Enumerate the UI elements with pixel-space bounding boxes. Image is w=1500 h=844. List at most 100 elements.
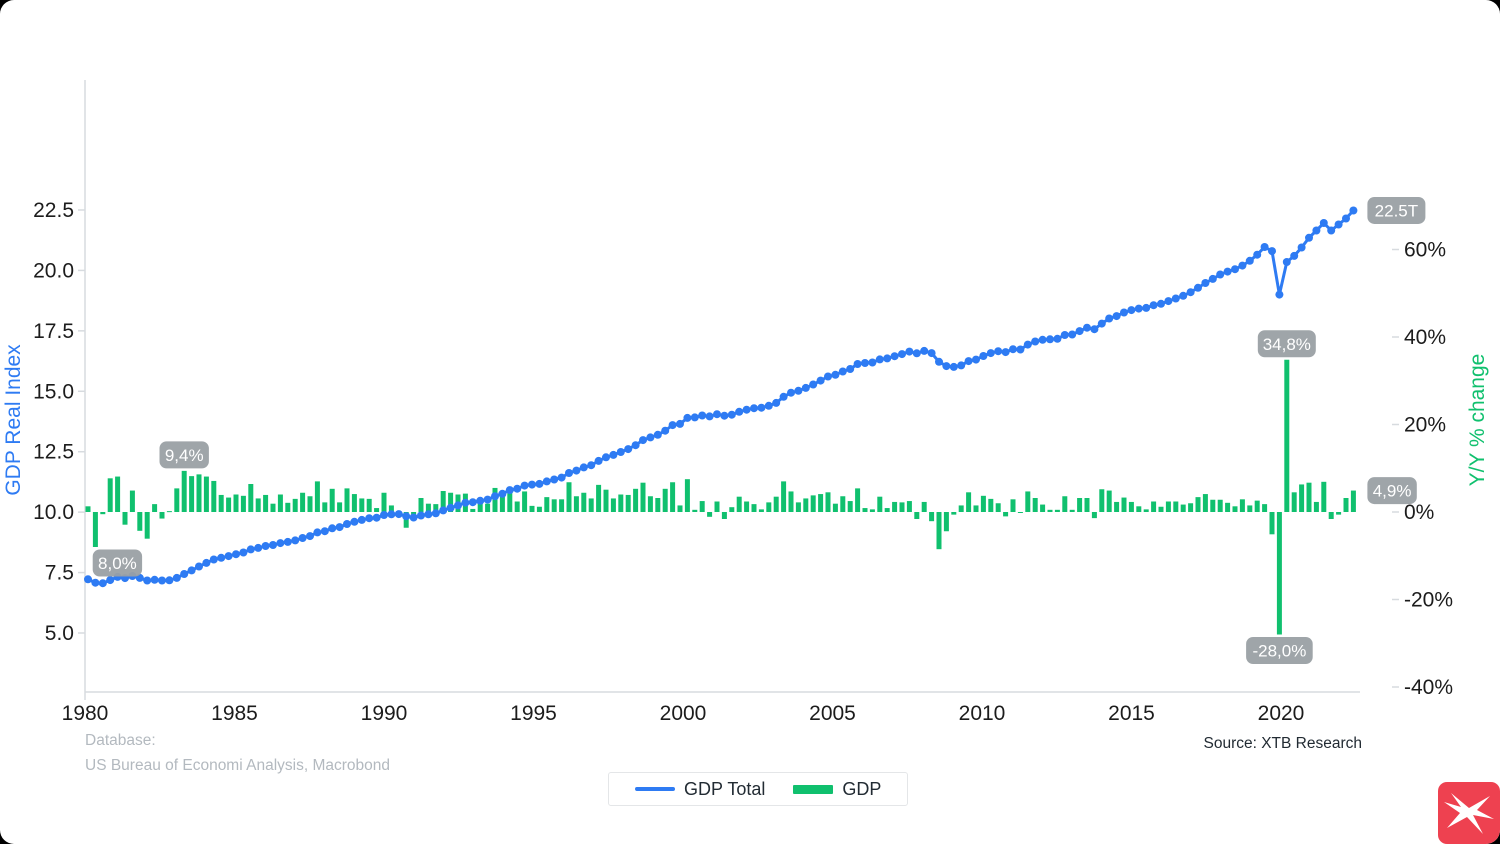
bar-quarter <box>381 492 387 512</box>
bar-quarter <box>300 492 306 512</box>
bar-quarter <box>810 495 816 512</box>
annotation-badge: 4,9% <box>1367 477 1417 505</box>
line-point <box>535 479 544 488</box>
bar-quarter <box>263 494 269 512</box>
line-point <box>232 550 240 559</box>
bar-quarter <box>100 512 106 515</box>
annotation-text: 9,4% <box>165 446 204 465</box>
bar-quarter <box>233 494 239 512</box>
line-point <box>794 386 803 395</box>
line-point <box>824 372 832 381</box>
bar-quarter <box>1195 497 1201 512</box>
line-point <box>1282 258 1291 266</box>
line-point <box>224 552 233 561</box>
line-point <box>1016 345 1025 354</box>
bar-quarter <box>906 501 912 512</box>
line-point <box>1120 308 1128 317</box>
bar-quarter <box>159 512 165 519</box>
line-point <box>831 370 840 379</box>
line-point <box>661 426 670 435</box>
bar-quarter <box>418 498 424 512</box>
bar-quarter <box>248 484 254 512</box>
line-point <box>668 421 677 430</box>
bar-quarter <box>884 508 890 512</box>
legend-item-gdp[interactable]: GDP <box>793 779 881 800</box>
annotation-badge: -28,0% <box>1246 637 1313 664</box>
bar-quarter <box>1284 359 1290 512</box>
bar-quarter <box>1025 491 1031 512</box>
line-point <box>742 405 751 414</box>
line-point <box>994 347 1003 356</box>
bar-quarter <box>1158 506 1164 512</box>
line-point <box>335 523 344 532</box>
line-point <box>461 498 470 507</box>
bar-quarter <box>1106 490 1112 512</box>
line-point <box>298 534 307 542</box>
database-value: US Bureau of Economi Analysis, Macrobond <box>85 757 390 774</box>
line-point <box>505 486 514 495</box>
line-point <box>1112 312 1121 321</box>
right-tick-label: 60% <box>1404 239 1446 262</box>
line-point <box>246 545 255 554</box>
bar-quarter <box>440 491 446 512</box>
annotation-badge: 8,0% <box>92 549 143 577</box>
bar-quarter <box>485 503 491 512</box>
legend-item-gdp-total[interactable]: GDP Total <box>635 779 765 800</box>
line-point <box>912 349 921 358</box>
legend-label-gdp: GDP <box>842 778 882 799</box>
line-point <box>1075 327 1084 336</box>
line-point <box>424 510 433 519</box>
annotation-text: 4,9% <box>1373 482 1412 501</box>
line-point <box>735 407 744 416</box>
bar-quarter <box>107 478 113 512</box>
left-tick-label: 17.5 <box>33 320 74 343</box>
bar-quarter <box>684 479 690 512</box>
line-point <box>1031 337 1040 346</box>
annotation-text: -28,0% <box>1252 642 1306 661</box>
right-tick-label: 20% <box>1404 414 1446 437</box>
bar-quarter <box>1032 498 1038 512</box>
bar-quarter <box>152 504 158 512</box>
line-point <box>402 512 411 521</box>
bar-quarter <box>714 501 720 512</box>
left-tick-label: 22.5 <box>33 199 74 222</box>
bar-quarter <box>1336 512 1342 515</box>
bar-quarter <box>647 496 653 512</box>
line-point <box>513 484 522 493</box>
bar-quarter <box>573 496 579 512</box>
bar-quarter <box>181 470 187 512</box>
line-point <box>972 355 980 364</box>
line-point <box>816 376 825 385</box>
bar-quarter <box>1291 492 1297 512</box>
bar-quarter <box>1306 482 1312 512</box>
bar-quarter <box>551 499 557 512</box>
bar-quarter <box>832 503 838 512</box>
line-point <box>528 480 536 489</box>
line-point <box>1268 247 1276 256</box>
line-point <box>764 401 773 410</box>
x-tick-label: 2005 <box>809 702 856 725</box>
bar-quarter <box>514 501 520 512</box>
line-point <box>365 514 374 523</box>
bar-quarter <box>477 501 483 512</box>
bar-quarter <box>869 509 875 512</box>
line-point <box>861 359 869 367</box>
right-axis-ticks: -40% -20% 0% 20% 40% 60% <box>1392 239 1453 699</box>
bar-quarter <box>581 492 587 512</box>
bar-quarter <box>115 476 121 512</box>
bar-quarter <box>670 482 676 512</box>
bar-quarter <box>1321 481 1327 512</box>
line-point <box>935 357 943 366</box>
annotation-text: 22.5T <box>1375 201 1418 220</box>
line-point <box>1305 233 1313 242</box>
line-point <box>1134 304 1143 313</box>
bar-quarter <box>1210 499 1216 512</box>
bar-quarter <box>995 503 1001 512</box>
line-point <box>1238 261 1247 270</box>
line-point <box>1068 330 1077 339</box>
line-point <box>646 433 655 442</box>
line-point <box>431 509 440 518</box>
line-point <box>1290 251 1299 260</box>
bar-quarter <box>1143 509 1149 512</box>
bar-quarter <box>1232 506 1238 512</box>
